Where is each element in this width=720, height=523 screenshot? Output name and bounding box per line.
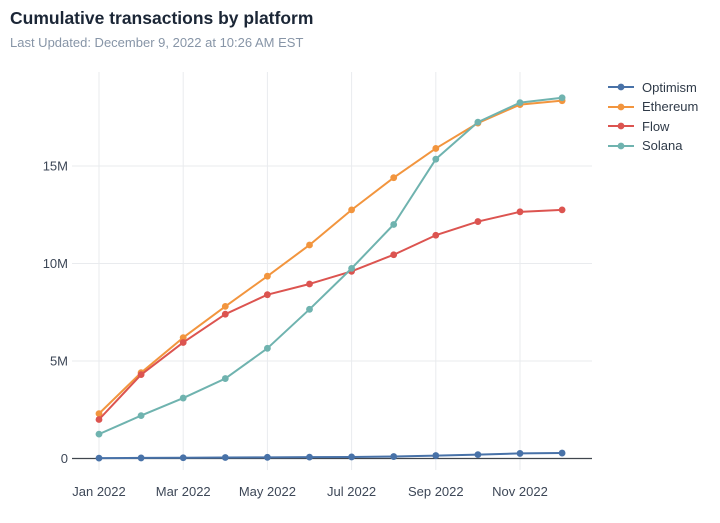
x-axis-tick-label: Jan 2022 — [72, 484, 126, 499]
data-point-solana[interactable] — [390, 221, 398, 228]
series-line-solana — [98, 96, 564, 436]
data-point-solana[interactable] — [432, 155, 440, 163]
data-point-flow[interactable] — [264, 291, 271, 299]
legend-line-marker-icon — [608, 103, 634, 110]
series-line-flow — [98, 208, 564, 421]
data-point-ethereum[interactable] — [306, 241, 313, 249]
data-point-flow[interactable] — [221, 310, 229, 318]
data-point-ethereum[interactable] — [432, 145, 440, 152]
legend-line-marker-icon — [608, 142, 634, 149]
data-point-optimism[interactable] — [306, 453, 313, 461]
data-point-solana[interactable] — [95, 430, 103, 438]
data-point-solana[interactable] — [306, 305, 313, 313]
data-point-optimism[interactable] — [137, 454, 145, 462]
data-point-ethereum[interactable] — [179, 334, 187, 341]
legend-line-marker-icon — [608, 83, 634, 91]
data-point-solana[interactable] — [221, 375, 229, 382]
chart-title: Cumulative transactions by platform — [10, 8, 314, 28]
legend-label: Flow — [642, 118, 670, 134]
series-line-ethereum — [98, 99, 564, 415]
data-point-optimism[interactable] — [390, 453, 398, 460]
chart-legend: Optimism Ethereum Flow Solana — [608, 80, 698, 153]
data-point-solana[interactable] — [474, 118, 482, 126]
x-axis-tick-label: May 2022 — [239, 484, 296, 499]
legend-line-marker-icon — [608, 122, 634, 130]
legend-item-optimism[interactable]: Optimism — [608, 79, 698, 95]
data-point-flow[interactable] — [390, 251, 398, 259]
data-point-optimism[interactable] — [95, 454, 103, 462]
legend-item-ethereum[interactable]: Ethereum — [608, 99, 699, 114]
legend-item-solana[interactable]: Solana — [608, 138, 698, 153]
data-point-ethereum[interactable] — [390, 174, 398, 182]
data-point-optimism[interactable] — [348, 453, 355, 461]
data-point-flow[interactable] — [137, 371, 145, 379]
y-axis-tick-label: 10M — [43, 256, 68, 271]
data-point-optimism[interactable] — [221, 454, 229, 461]
x-axis-tick-label: Jul 2022 — [327, 484, 376, 499]
x-axis-tick-label: Mar 2022 — [156, 484, 211, 499]
data-point-solana[interactable] — [348, 264, 355, 272]
legend-label: Optimism — [642, 79, 697, 95]
y-axis-tick-label: 15M — [43, 159, 68, 174]
series-line-optimism — [98, 452, 564, 460]
data-point-solana[interactable] — [179, 394, 187, 402]
data-point-ethereum[interactable] — [348, 206, 355, 214]
data-point-ethereum[interactable] — [221, 303, 229, 310]
data-point-ethereum[interactable] — [264, 272, 271, 280]
y-axis-tick-label: 5M — [50, 354, 68, 369]
data-point-optimism[interactable] — [516, 450, 524, 457]
legend-item-flow[interactable]: Flow — [608, 118, 698, 134]
data-point-solana[interactable] — [264, 344, 271, 352]
data-point-ethereum[interactable] — [95, 410, 103, 418]
y-axis-tick-label: 0 — [61, 451, 68, 466]
legend-label: Ethereum — [642, 99, 699, 114]
data-point-solana[interactable] — [558, 94, 566, 102]
data-point-solana[interactable] — [516, 99, 524, 107]
legend-label: Solana — [642, 138, 683, 153]
data-point-flow[interactable] — [558, 206, 566, 214]
data-point-flow[interactable] — [516, 208, 524, 216]
x-axis-tick-label: Sep 2022 — [408, 484, 464, 499]
data-point-optimism[interactable] — [264, 453, 271, 461]
data-point-flow[interactable] — [179, 339, 187, 346]
chart-subtitle: Last Updated: December 9, 2022 at 10:26 … — [10, 35, 304, 50]
data-point-optimism[interactable] — [432, 452, 440, 459]
data-point-flow[interactable] — [474, 218, 482, 225]
data-point-optimism[interactable] — [179, 454, 187, 462]
x-axis-tick-label: Nov 2022 — [492, 484, 548, 499]
data-point-flow[interactable] — [95, 416, 103, 423]
data-point-flow[interactable] — [306, 280, 313, 288]
data-point-optimism[interactable] — [474, 451, 482, 458]
data-point-flow[interactable] — [432, 231, 440, 239]
data-point-solana[interactable] — [137, 412, 145, 419]
data-point-optimism[interactable] — [558, 449, 566, 457]
